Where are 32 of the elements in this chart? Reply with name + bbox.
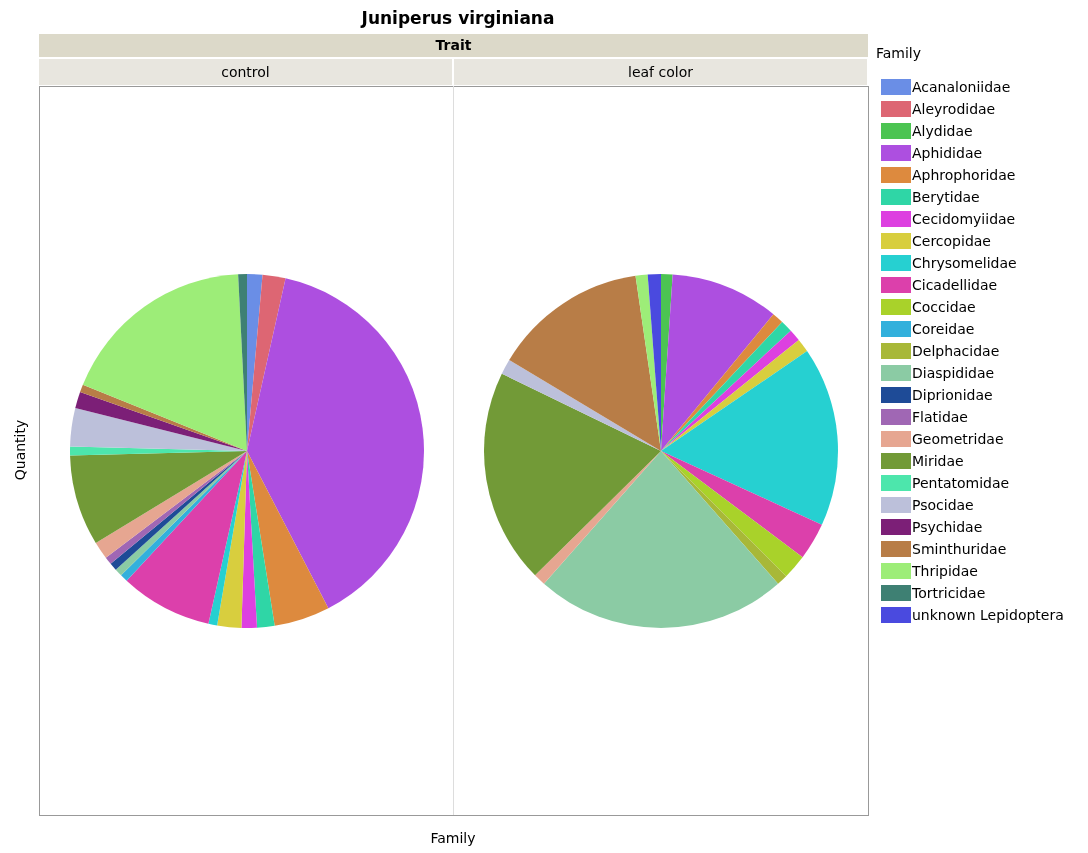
legend-label: Psychidae	[912, 519, 983, 535]
legend-label: Aleyrodidae	[912, 101, 996, 117]
legend-label: Aphrophoridae	[912, 167, 1016, 183]
legend-label: Cercopidae	[912, 233, 991, 249]
legend-label: Diprionidae	[912, 387, 993, 403]
legend-label: Aphididae	[912, 145, 983, 161]
legend-label: Cecidomyiidae	[912, 211, 1016, 227]
legend-label: unknown Lepidoptera	[912, 607, 1064, 623]
legend-label: Cicadellidae	[912, 277, 998, 293]
legend-label: Coreidae	[912, 321, 975, 337]
legend-label: Tortricidae	[911, 585, 986, 601]
legend-label: Flatidae	[912, 409, 968, 425]
legend-label: Coccidae	[912, 299, 976, 315]
text: Quantity	[12, 418, 28, 483]
slice-label: control	[39, 59, 452, 85]
legend-label: Geometridae	[912, 431, 1004, 447]
text: Family	[429, 830, 477, 846]
legend-label: Thripidae	[911, 563, 978, 579]
text: Trait	[39, 34, 868, 57]
legend-label: Psocidae	[912, 497, 974, 513]
legend-label: Berytidae	[912, 189, 980, 205]
legend-label: Sminthuridae	[912, 541, 1007, 557]
legend-label: Delphacidae	[912, 343, 1000, 359]
legend-label: Diaspididae	[912, 365, 995, 381]
legend-label: Acanaloniidae	[912, 79, 1011, 95]
chart-title: Juniperus virginiana	[360, 7, 555, 28]
legend-label: Alydidae	[912, 123, 973, 139]
legend-label: Miridae	[912, 453, 964, 469]
legend-title: Family	[876, 45, 922, 61]
slice-label: leaf color	[454, 59, 867, 85]
legend-label: Chrysomelidae	[912, 255, 1017, 271]
legend-label: Pentatomidae	[912, 475, 1010, 491]
